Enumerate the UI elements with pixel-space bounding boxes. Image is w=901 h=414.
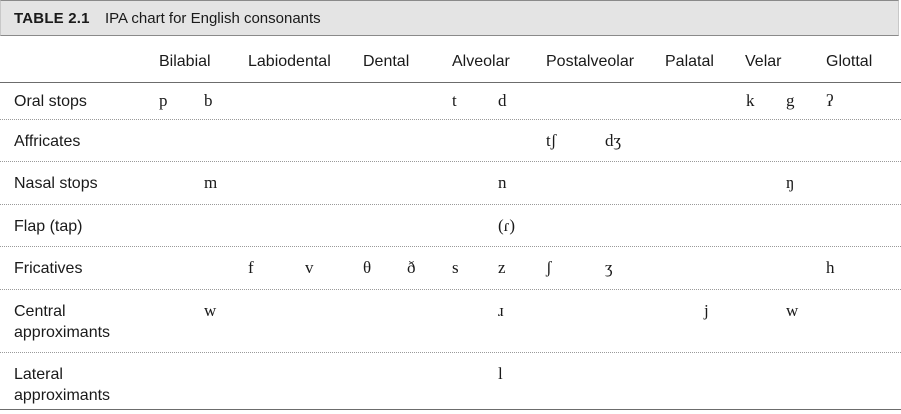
symbol: p: [159, 91, 168, 110]
symbol: s: [452, 258, 459, 277]
symbol: ɹ: [498, 301, 504, 320]
row-label: Fricatives: [14, 260, 83, 277]
symbol: n: [498, 173, 507, 192]
table-row-central-approximants: Central approximants w ɹ j w: [0, 290, 901, 353]
col-alveolar: Alveolar: [452, 53, 510, 70]
symbol: (ɾ): [498, 216, 515, 235]
table-row-oral-stops: Oral stops p b t d k g ʔ: [0, 82, 901, 120]
symbol: w: [786, 301, 799, 320]
symbol: dʒ: [605, 131, 622, 150]
col-dental: Dental: [363, 53, 410, 70]
row-label: Central approximants: [14, 303, 111, 341]
symbol: m: [204, 173, 218, 192]
symbol: ʃ: [546, 258, 552, 277]
row-label: Oral stops: [14, 93, 87, 110]
symbol: z: [498, 258, 506, 277]
symbol: w: [204, 301, 217, 320]
table-row-nasal-stops: Nasal stops m n ŋ: [0, 162, 901, 205]
symbol: ð: [407, 258, 416, 277]
symbol: j: [704, 301, 709, 320]
symbol: tʃ: [546, 131, 557, 150]
table-row-affricates: Affricates tʃ dʒ: [0, 120, 901, 162]
symbol: l: [498, 364, 503, 383]
symbol: ʔ: [826, 91, 834, 110]
table-caption: TABLE 2.1 IPA chart for English consonan…: [0, 0, 899, 36]
symbol: b: [204, 91, 213, 110]
row-label: Affricates: [14, 133, 81, 150]
col-labiodental: Labiodental: [248, 53, 331, 70]
col-bilabial: Bilabial: [159, 53, 211, 70]
table-row-fricatives: Fricatives f v θ ð s z ʃ ʒ h: [0, 247, 901, 290]
symbol: g: [786, 91, 795, 110]
row-label: Nasal stops: [14, 175, 98, 192]
symbol: θ: [363, 258, 372, 277]
symbol: h: [826, 258, 835, 277]
col-velar: Velar: [745, 53, 782, 70]
symbol: ŋ: [786, 173, 795, 192]
col-postalveolar: Postalveolar: [546, 53, 635, 70]
symbol: ʒ: [605, 258, 613, 277]
table-title: IPA chart for English consonants: [105, 10, 321, 27]
table-row-flap: Flap (tap) (ɾ): [0, 205, 901, 247]
col-glottal: Glottal: [826, 53, 873, 70]
symbol: t: [452, 91, 457, 110]
row-label: Lateral approximants: [14, 366, 111, 404]
row-label: Flap (tap): [14, 218, 83, 235]
table-number: TABLE 2.1: [14, 10, 90, 27]
col-palatal: Palatal: [665, 53, 714, 70]
symbol: f: [248, 258, 254, 277]
symbol: v: [305, 258, 314, 277]
column-header-row: Bilabial Labiodental Dental Alveolar Pos…: [0, 37, 901, 83]
table-row-lateral-approximants: Lateral approximants l: [0, 353, 901, 410]
symbol: k: [746, 91, 755, 110]
symbol: d: [498, 91, 507, 110]
